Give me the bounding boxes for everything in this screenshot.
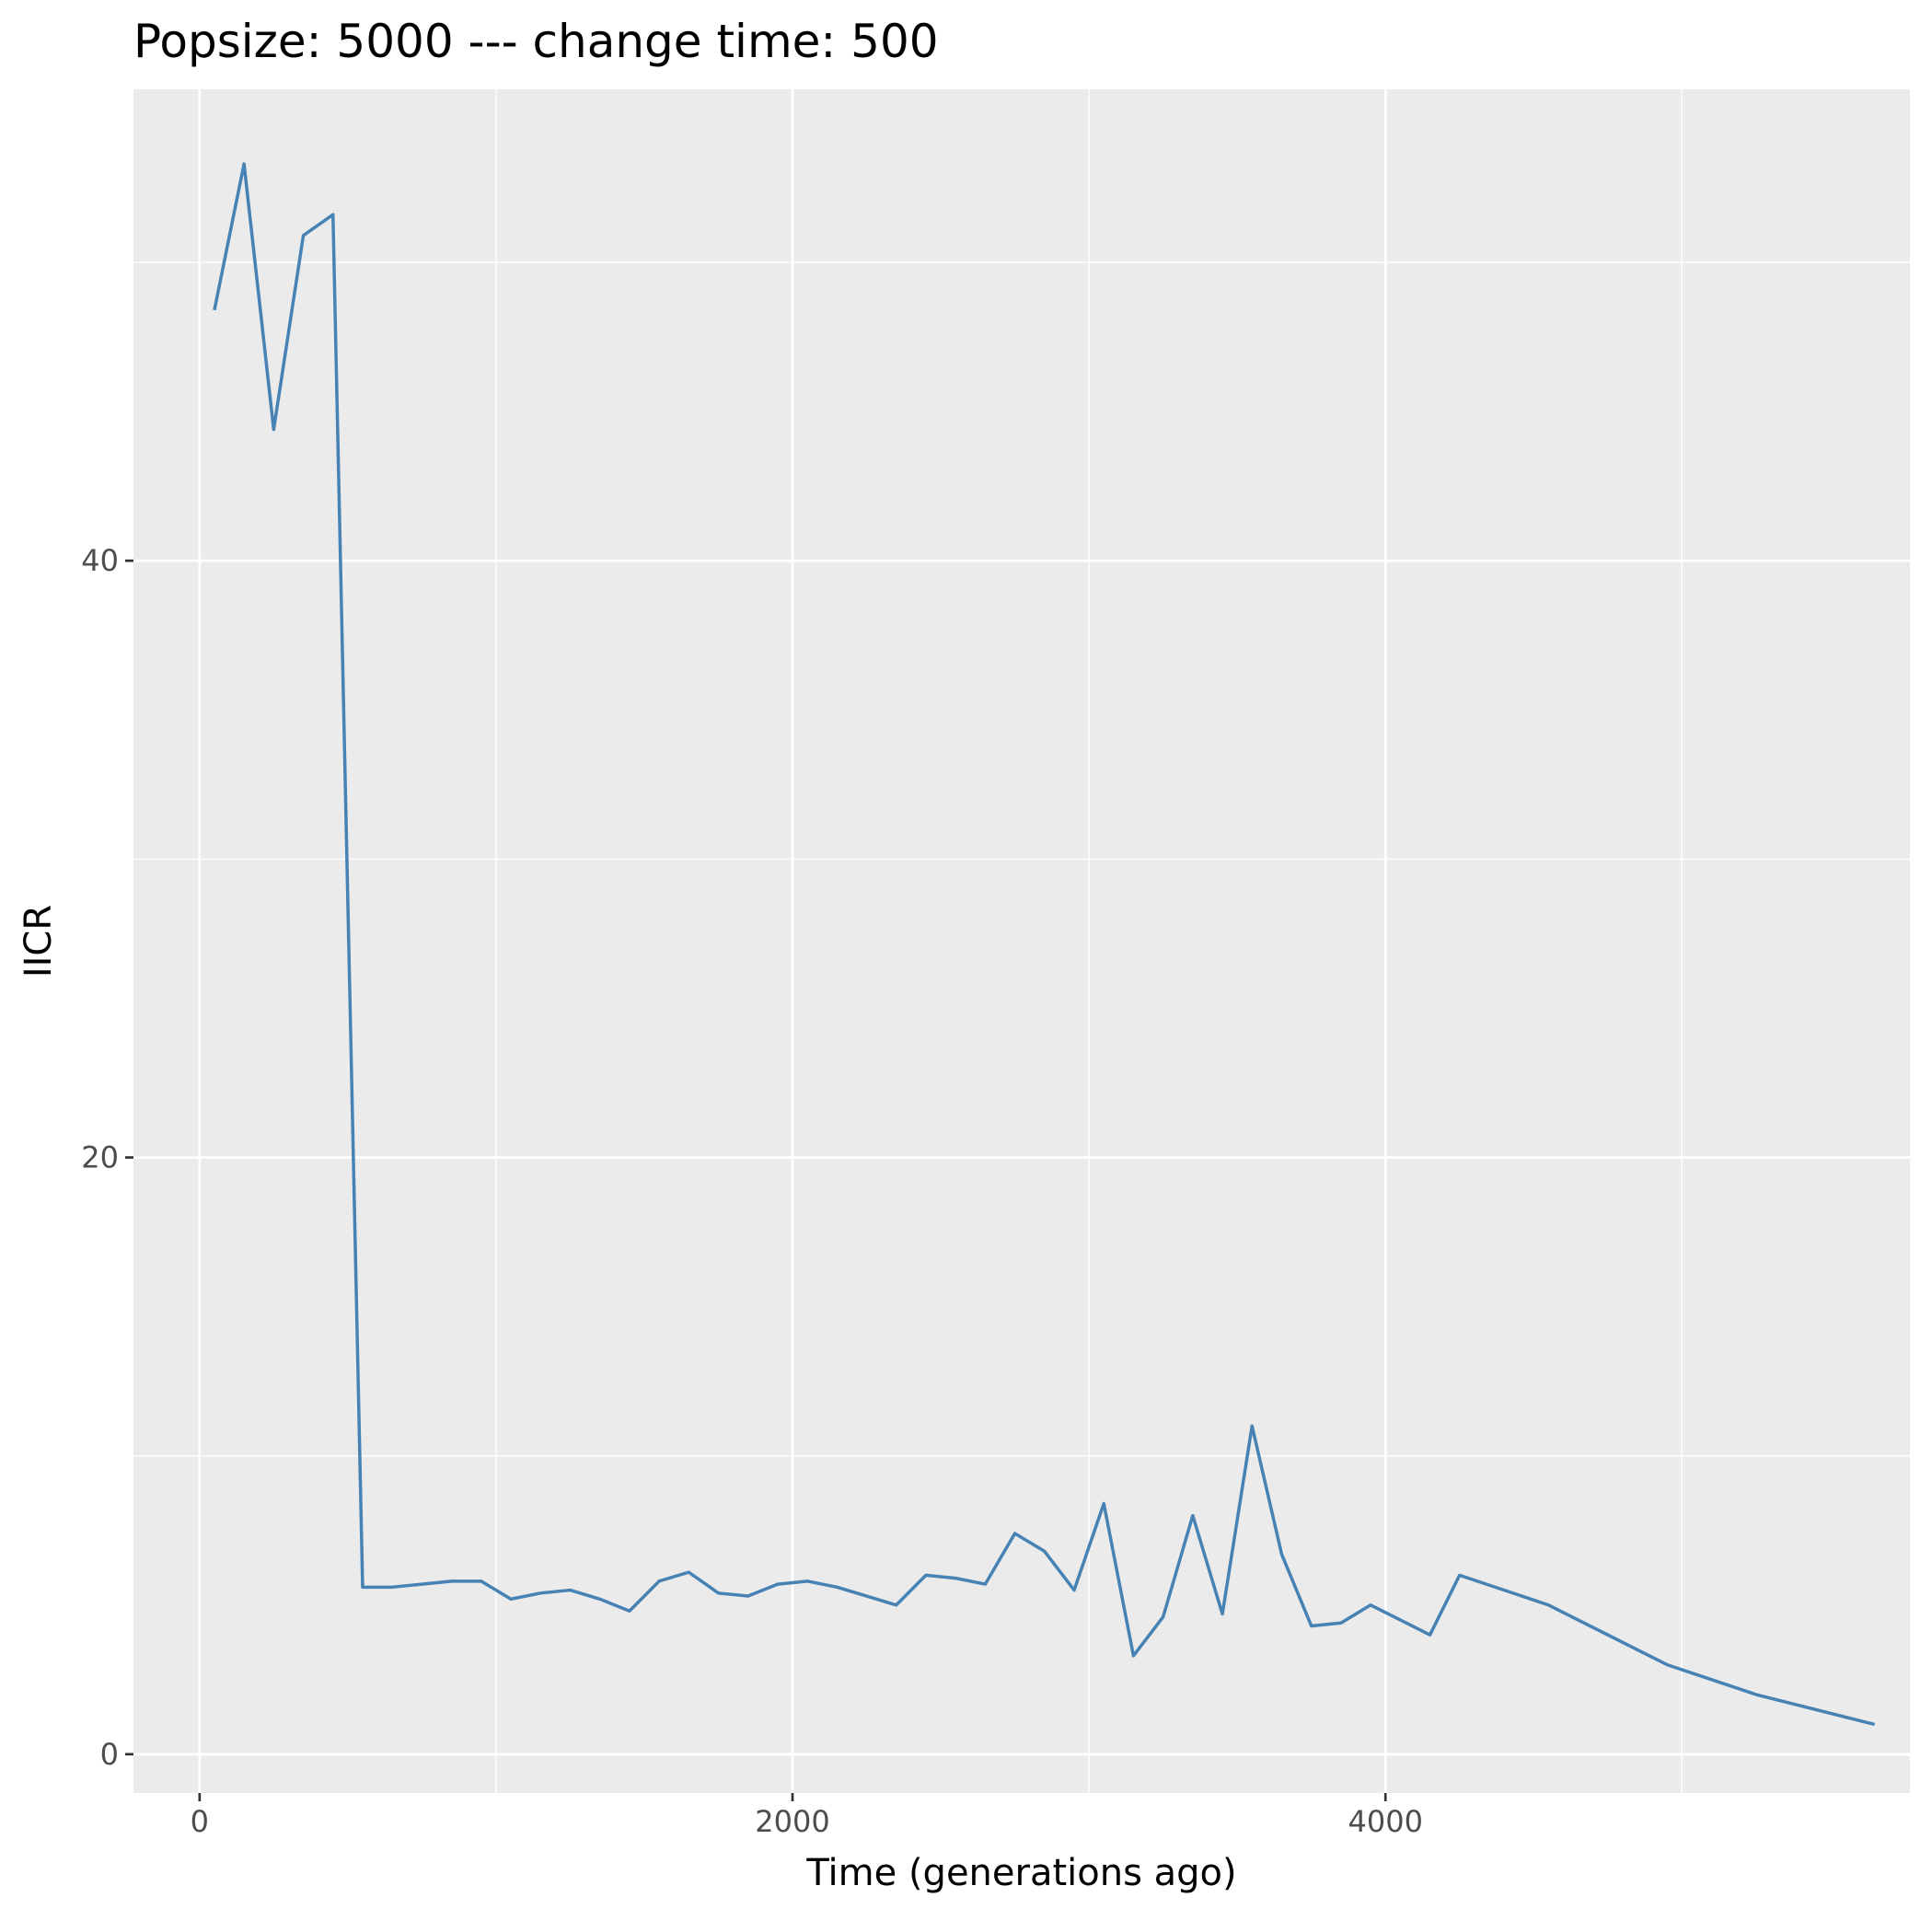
x-axis-title: Time (generations ago) xyxy=(805,1852,1236,1894)
x-tick-label: 0 xyxy=(191,1804,209,1839)
x-tick-label: 4000 xyxy=(1348,1804,1422,1839)
x-axis: 0 2000 4000 xyxy=(191,1793,1423,1839)
y-axis: 0 20 40 xyxy=(81,543,133,1772)
major-gridlines xyxy=(133,89,1910,1793)
y-tick-label: 40 xyxy=(81,543,119,578)
minor-gridlines xyxy=(133,89,1910,1793)
series-line xyxy=(213,162,1876,1727)
y-axis-title: IICR xyxy=(17,905,60,978)
series-layer xyxy=(213,162,1876,1727)
chart-title: Popsize: 5000 --- change time: 500 xyxy=(133,15,939,68)
y-tick-label: 0 xyxy=(100,1737,119,1772)
plot-panel xyxy=(133,89,1910,1793)
x-tick-label: 2000 xyxy=(755,1804,829,1839)
y-tick-label: 20 xyxy=(81,1140,119,1175)
